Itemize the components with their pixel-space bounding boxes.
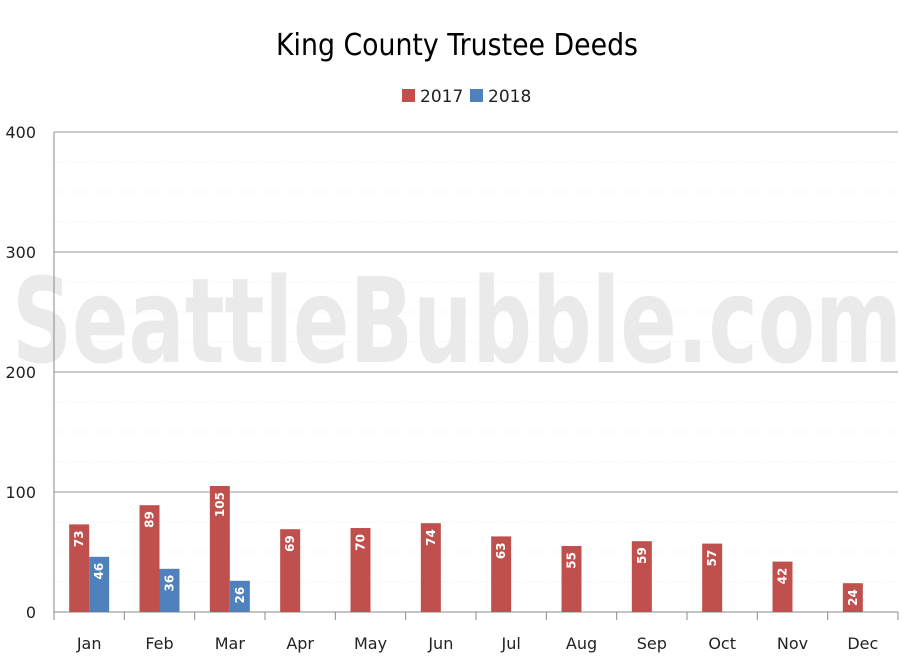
data-label: 26 <box>233 587 247 604</box>
x-tick-label: Jan <box>76 634 102 653</box>
y-axis: 0 100 200 300 400 <box>5 123 55 622</box>
x-tick-label: Dec <box>847 634 878 653</box>
legend: 2017 2018 <box>402 87 531 107</box>
data-label: 24 <box>846 589 860 606</box>
bars: 73 46 89 36 105 26 69 70 74 63 55 59 57 42 24 <box>69 486 863 612</box>
x-tick-label: Aug <box>566 634 597 653</box>
data-label: 55 <box>565 552 579 569</box>
y-tick-label: 400 <box>5 123 36 142</box>
bar-2017-may <box>350 528 371 612</box>
x-tick-label: Sep <box>637 634 667 653</box>
bar-2017-feb <box>139 505 160 612</box>
data-label: 63 <box>494 542 508 559</box>
watermark: SeattleBubble.com <box>12 252 902 390</box>
y-tick-label: 200 <box>5 363 36 382</box>
x-tick-label: Oct <box>708 634 736 653</box>
x-tick-label: Feb <box>145 634 173 653</box>
x-tick-label: Mar <box>215 634 246 653</box>
y-tick-label: 100 <box>5 483 36 502</box>
data-label: 69 <box>283 535 297 552</box>
x-tick-label: Apr <box>286 634 314 653</box>
x-axis: Jan Feb Mar Apr May Jun Jul Aug Sep Oct Nov Dec <box>53 612 899 653</box>
bar-2018-jan <box>89 556 110 612</box>
data-label: 59 <box>635 547 649 564</box>
bar-2017-apr <box>280 529 301 612</box>
legend-label-2017: 2017 <box>420 87 463 107</box>
y-tick-label: 300 <box>5 243 36 262</box>
chart-title: King County Trustee Deeds <box>276 28 638 63</box>
x-tick-label: May <box>354 634 387 653</box>
bar-2017-jul <box>491 536 512 612</box>
data-label: 89 <box>143 511 157 528</box>
x-tick-label: Nov <box>777 634 808 653</box>
data-label: 42 <box>776 568 790 585</box>
bar-2017-mar <box>209 486 230 612</box>
data-label: 57 <box>705 550 719 567</box>
bar-2017-aug <box>561 546 582 612</box>
legend-swatch-2018 <box>470 89 483 102</box>
bar-2018-mar <box>229 580 250 612</box>
bar-2017-dec <box>842 583 863 612</box>
legend-label-2018: 2018 <box>488 87 531 107</box>
bar-2017-sep <box>631 541 652 612</box>
data-label: 73 <box>72 530 86 547</box>
bar-2017-jun <box>420 523 441 612</box>
data-label: 105 <box>213 492 227 517</box>
x-tick-label: Jul <box>501 634 521 653</box>
grid <box>54 131 898 613</box>
legend-swatch-2017 <box>402 89 415 102</box>
bar-2017-jan <box>69 524 90 612</box>
data-label: 46 <box>92 563 106 580</box>
data-label: 74 <box>424 529 438 546</box>
x-tick-label: Jun <box>427 634 453 653</box>
bar-2017-oct <box>702 543 723 612</box>
data-label: 36 <box>163 575 177 592</box>
bar-2018-feb <box>159 568 180 612</box>
y-tick-label: 0 <box>26 603 36 622</box>
data-label: 70 <box>354 534 368 551</box>
bar-2017-nov <box>772 561 793 612</box>
